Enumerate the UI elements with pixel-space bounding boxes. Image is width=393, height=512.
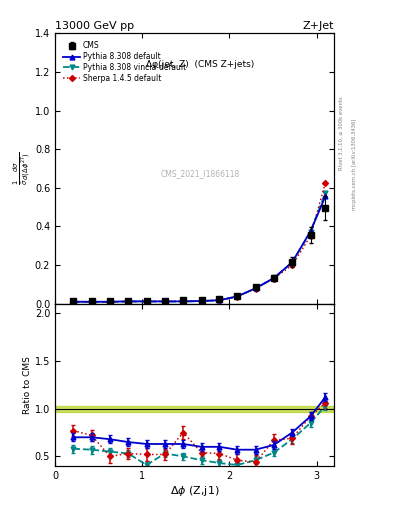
Line: Pythia 8.308 default: Pythia 8.308 default	[71, 194, 328, 304]
Pythia 8.308 vincia-default	[181, 298, 185, 305]
Sherpa 1.4.5 default	[89, 298, 94, 305]
Sherpa 1.4.5 default	[181, 298, 185, 305]
Text: Rivet 3.1.10, ≥ 300k events: Rivet 3.1.10, ≥ 300k events	[339, 96, 344, 170]
Sherpa 1.4.5 default	[217, 297, 222, 303]
Y-axis label: Ratio to CMS: Ratio to CMS	[23, 356, 32, 414]
Pythia 8.308 vincia-default	[272, 275, 276, 281]
Pythia 8.308 vincia-default	[71, 299, 76, 305]
Pythia 8.308 vincia-default	[108, 299, 112, 305]
Pythia 8.308 default	[144, 298, 149, 305]
Pythia 8.308 vincia-default	[323, 189, 328, 196]
Sherpa 1.4.5 default	[126, 298, 130, 305]
Sherpa 1.4.5 default	[163, 298, 167, 305]
Pythia 8.308 vincia-default	[89, 299, 94, 305]
Pythia 8.308 default	[71, 298, 76, 305]
Pythia 8.308 vincia-default	[199, 298, 204, 304]
Pythia 8.308 default	[290, 259, 295, 265]
Text: Δφ(jet, Z)  (CMS Z+jets): Δφ(jet, Z) (CMS Z+jets)	[146, 60, 254, 69]
Line: Sherpa 1.4.5 default: Sherpa 1.4.5 default	[71, 181, 327, 304]
Pythia 8.308 vincia-default	[290, 260, 295, 266]
Sherpa 1.4.5 default	[71, 298, 76, 305]
Pythia 8.308 default	[89, 298, 94, 305]
Text: CMS_2021_I1866118: CMS_2021_I1866118	[160, 169, 240, 179]
Text: mcplots.cern.ch [arXiv:1306.3436]: mcplots.cern.ch [arXiv:1306.3436]	[352, 118, 357, 209]
Pythia 8.308 vincia-default	[235, 293, 240, 300]
Pythia 8.308 default	[308, 228, 313, 234]
Pythia 8.308 default	[253, 285, 258, 291]
Sherpa 1.4.5 default	[235, 294, 240, 300]
Line: Pythia 8.308 vincia-default: Pythia 8.308 vincia-default	[71, 190, 328, 304]
Sherpa 1.4.5 default	[144, 298, 149, 305]
Y-axis label: $\frac{1}{\bar{\sigma}} \frac{d\sigma}{d(\Delta\phi^{2T})}$: $\frac{1}{\bar{\sigma}} \frac{d\sigma}{d…	[12, 152, 33, 185]
Sherpa 1.4.5 default	[199, 298, 204, 304]
Pythia 8.308 default	[199, 298, 204, 304]
Pythia 8.308 default	[181, 298, 185, 305]
Text: Z+Jet: Z+Jet	[303, 21, 334, 31]
X-axis label: $\Delta\phi$ (Z,j1): $\Delta\phi$ (Z,j1)	[170, 483, 219, 498]
Pythia 8.308 vincia-default	[126, 298, 130, 305]
Pythia 8.308 vincia-default	[163, 298, 167, 305]
Sherpa 1.4.5 default	[308, 233, 313, 239]
Bar	[55, 406, 334, 412]
Pythia 8.308 vincia-default	[308, 229, 313, 235]
Sherpa 1.4.5 default	[290, 262, 295, 268]
Pythia 8.308 default	[163, 298, 167, 305]
Sherpa 1.4.5 default	[253, 286, 258, 292]
Pythia 8.308 vincia-default	[217, 297, 222, 304]
Sherpa 1.4.5 default	[272, 275, 276, 282]
Pythia 8.308 default	[323, 194, 328, 200]
Sherpa 1.4.5 default	[323, 180, 328, 186]
Pythia 8.308 default	[126, 298, 130, 305]
Pythia 8.308 default	[235, 293, 240, 300]
Pythia 8.308 default	[108, 298, 112, 305]
Legend: CMS, Pythia 8.308 default, Pythia 8.308 vincia-default, Sherpa 1.4.5 default: CMS, Pythia 8.308 default, Pythia 8.308 …	[62, 40, 188, 84]
Pythia 8.308 default	[272, 275, 276, 281]
Pythia 8.308 vincia-default	[144, 298, 149, 305]
Pythia 8.308 default	[217, 297, 222, 303]
Pythia 8.308 vincia-default	[253, 285, 258, 291]
Sherpa 1.4.5 default	[108, 298, 112, 305]
Text: 13000 GeV pp: 13000 GeV pp	[55, 21, 134, 31]
